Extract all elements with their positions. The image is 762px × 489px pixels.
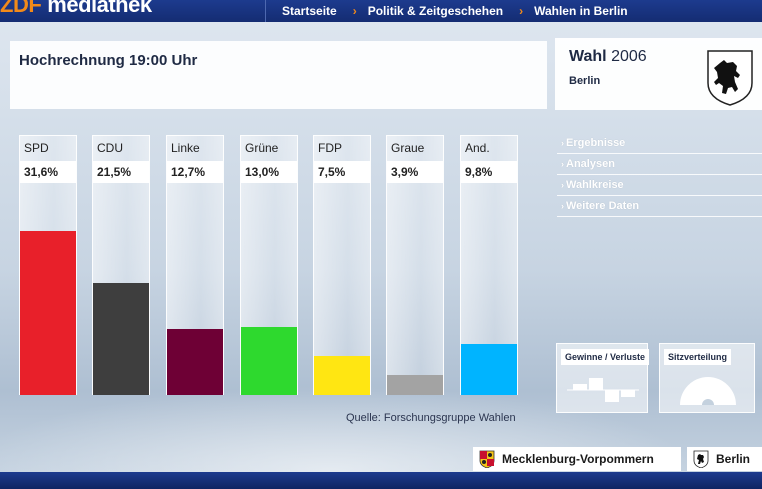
breadcrumb-startseite[interactable]: Startseite — [282, 4, 337, 18]
menu-item-label: Ergebnisse — [566, 137, 626, 149]
state-button-mecklenburg-vorpommern[interactable]: Mecklenburg-Vorpommern — [473, 447, 681, 471]
bar-column-graue: Graue 3,9% — [386, 135, 444, 395]
seat-distribution-icon — [680, 377, 736, 405]
berlin-crest-icon — [693, 450, 709, 468]
election-title-word: Wahl — [569, 48, 607, 65]
election-title: Wahl 2006 — [569, 48, 647, 66]
menu-item-label: Analysen — [566, 158, 615, 170]
bar-column-fdp: FDP 7,5% — [313, 135, 371, 395]
widget-label-gewinne-verluste: Gewinne / Verluste — [561, 349, 650, 365]
bar-fdp — [314, 356, 370, 395]
bar-spd — [20, 231, 76, 395]
bar-column-spd: SPD 31,6% — [19, 135, 77, 395]
menu-item-weitere-daten[interactable]: › Weitere Daten — [557, 196, 762, 217]
chart-source: Quelle: Forschungsgruppe Wahlen — [346, 412, 516, 424]
bar-graue — [387, 375, 443, 395]
arrow-right-icon: › — [561, 201, 564, 211]
mecklenburg-vorpommern-crest-icon — [479, 450, 495, 468]
election-menu: › Ergebnisse › Analysen › Wahlkreise › Weite… — [557, 133, 762, 217]
state-label-berlin: Berlin — [716, 452, 751, 466]
menu-item-label: Wahlkreise — [566, 179, 624, 191]
bar-value-box: 13,0% — [241, 161, 297, 183]
state-label-mecklenburg-vorpommern: Mecklenburg-Vorpommern — [502, 452, 654, 466]
bottom-bar — [0, 472, 762, 489]
gewinne-verluste-widget[interactable]: Gewinne / Verluste — [556, 343, 650, 413]
breadcrumb-politik[interactable]: Politik & Zeitgeschehen — [367, 4, 504, 18]
menu-item-analysen[interactable]: › Analysen — [557, 154, 762, 175]
bar-gr-ne — [241, 327, 297, 395]
bar-value-box: 9,8% — [461, 161, 517, 183]
bar-value-cdu: 21,5% — [97, 165, 132, 179]
top-navigation-bar: ZDF mediathek Startseite › Politik & Zeit… — [0, 0, 762, 22]
zdf-mediathek-logo[interactable]: ZDF mediathek — [0, 0, 152, 17]
bar-column-gr-ne: Grüne 13,0% — [240, 135, 298, 395]
menu-item-wahlkreise[interactable]: › Wahlkreise — [557, 175, 762, 196]
breadcrumb-separator: › — [519, 4, 524, 18]
bar-linke — [167, 329, 223, 395]
bar-label-and: And. — [465, 141, 490, 155]
bar-label-gr-ne: Grüne — [245, 141, 279, 155]
election-info-panel: Wahl 2006 Berlin — [555, 38, 762, 110]
bar-label-spd: SPD — [24, 141, 49, 155]
bar-column-cdu: CDU 21,5% — [92, 135, 150, 395]
menu-item-ergebnisse[interactable]: › Ergebnisse — [557, 133, 762, 154]
bar-label-graue: Graue — [391, 141, 425, 155]
bar-column-linke: Linke 12,7% — [166, 135, 224, 395]
bar-label-linke: Linke — [171, 141, 200, 155]
logo-text: mediathek — [47, 0, 152, 17]
gains-losses-chart-icon — [567, 378, 639, 402]
breadcrumb-wahlen-berlin[interactable]: Wahlen in Berlin — [534, 4, 628, 18]
berlin-bear-crest-icon — [707, 50, 753, 106]
breadcrumb-separator: › — [352, 4, 357, 18]
bar-cdu — [93, 283, 149, 395]
widget-label-sitzverteilung: Sitzverteilung — [664, 349, 732, 365]
election-region: Berlin — [569, 75, 601, 87]
bar-column-and: And. 9,8% — [460, 135, 518, 395]
arrow-right-icon: › — [561, 138, 564, 148]
bar-value-gr-ne: 13,0% — [245, 165, 280, 179]
election-year: 2006 — [611, 48, 647, 65]
bar-value-spd: 31,6% — [24, 165, 59, 179]
bar-value-graue: 3,9% — [391, 165, 419, 179]
bar-value-fdp: 7,5% — [318, 165, 346, 179]
arrow-right-icon: › — [561, 180, 564, 190]
breadcrumb: Startseite › Politik & Zeitgeschehen › W… — [265, 0, 628, 22]
bar-value-box: 31,6% — [20, 161, 76, 183]
chart-title-panel: Hochrechnung 19:00 Uhr — [10, 41, 547, 109]
bar-value-box: 7,5% — [314, 161, 370, 183]
bar-label-cdu: CDU — [97, 141, 123, 155]
bar-value-and: 9,8% — [465, 165, 493, 179]
bar-value-linke: 12,7% — [171, 165, 206, 179]
menu-item-label: Weitere Daten — [566, 200, 640, 212]
bar-value-box: 21,5% — [93, 161, 149, 183]
bar-and — [461, 344, 517, 395]
sitzverteilung-widget[interactable]: Sitzverteilung — [659, 343, 755, 413]
bar-value-box: 3,9% — [387, 161, 443, 183]
state-button-berlin[interactable]: Berlin — [687, 447, 762, 471]
bar-value-box: 12,7% — [167, 161, 223, 183]
arrow-right-icon: › — [561, 159, 564, 169]
page-title: Hochrechnung 19:00 Uhr — [19, 52, 198, 69]
logo-brand: ZDF — [0, 0, 42, 17]
bar-label-fdp: FDP — [318, 141, 342, 155]
